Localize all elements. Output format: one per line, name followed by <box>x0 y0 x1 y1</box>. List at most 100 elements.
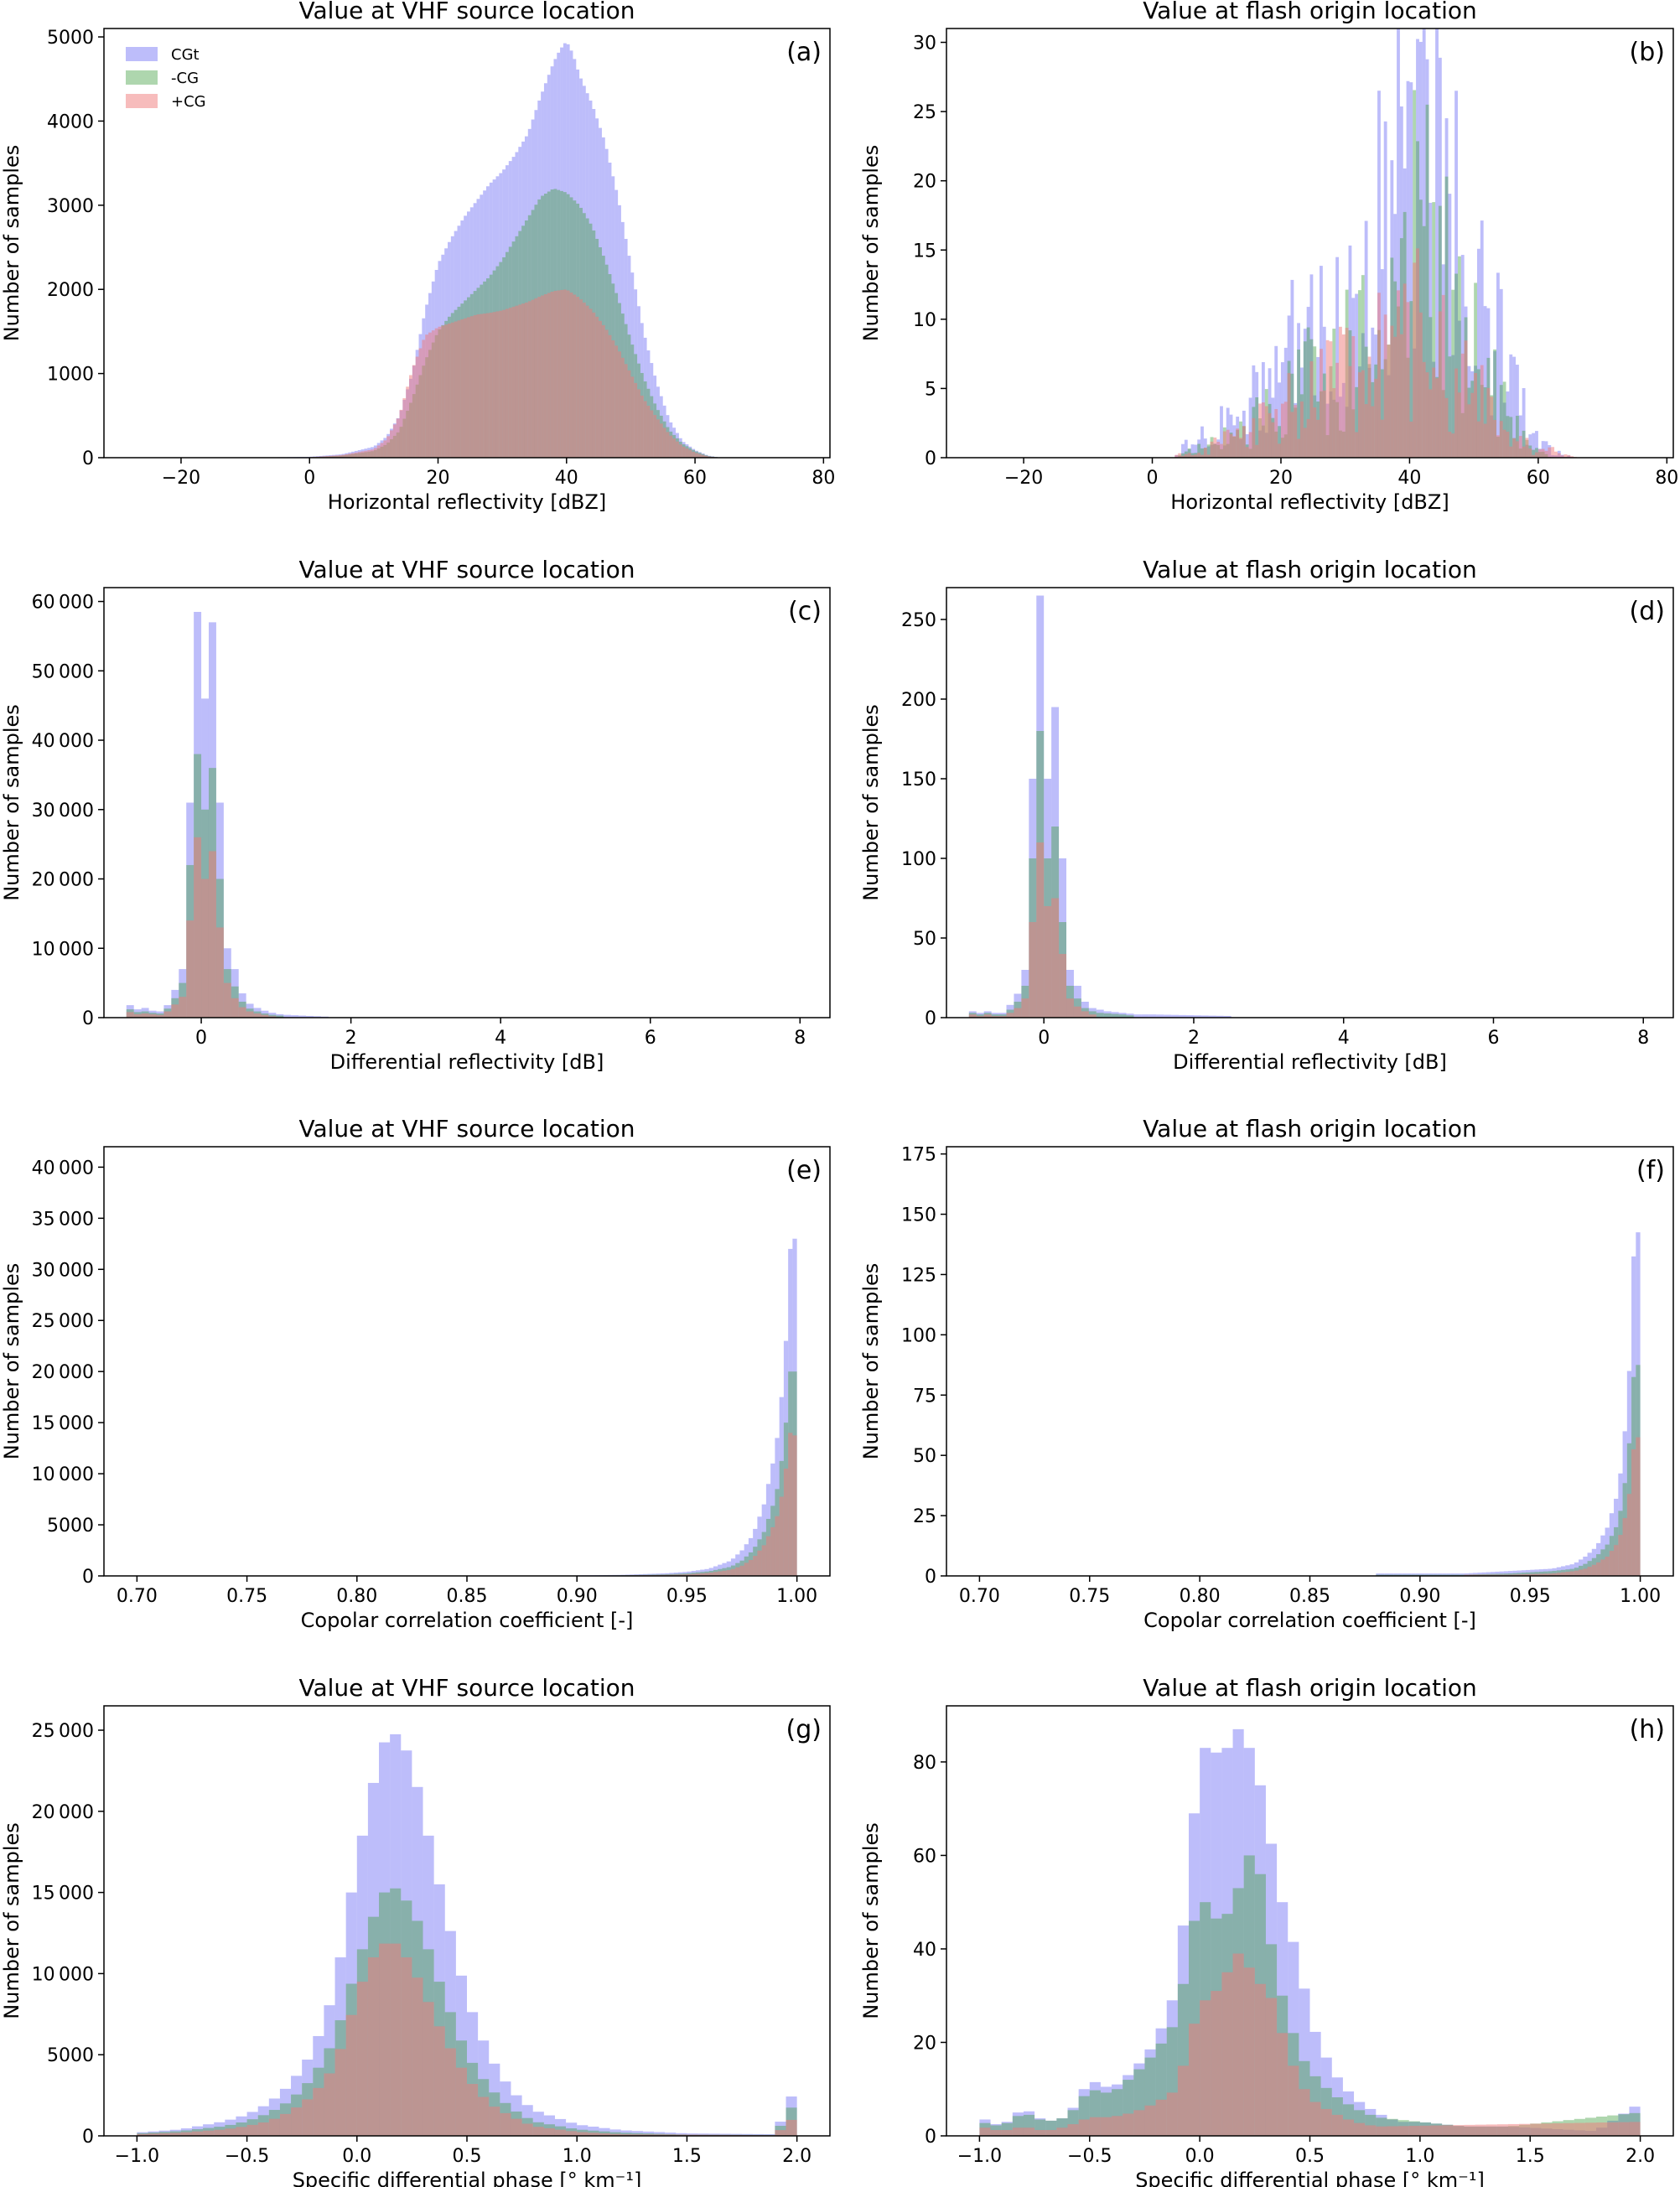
histogram-bar <box>682 446 686 458</box>
histogram-bar <box>697 453 702 458</box>
histogram-bar <box>324 2073 335 2136</box>
x-axis-label: Horizontal reflectivity [dBZ] <box>328 490 606 514</box>
histogram-bar <box>334 2049 346 2136</box>
y-tick-label: 0 <box>925 1567 936 1588</box>
histogram-bar <box>614 345 619 458</box>
histogram-bar <box>604 329 609 458</box>
histogram-bar <box>1197 453 1201 458</box>
histogram-bar <box>1534 1569 1539 1576</box>
histogram-bar <box>1525 1573 1531 1576</box>
histogram-bar <box>1376 1573 1381 1576</box>
histogram-bar <box>1181 443 1185 458</box>
histogram-bar <box>579 78 583 459</box>
histogram-bar <box>1258 403 1262 458</box>
histogram-bar <box>618 205 621 458</box>
histogram-bar <box>1390 160 1394 458</box>
x-tick-label: 60 <box>683 468 707 489</box>
y-tick-label: 20 <box>913 172 936 193</box>
histogram-bar <box>1442 1573 1447 1576</box>
y-tick-label: 1000 <box>47 365 94 386</box>
histogram-bar <box>676 441 679 458</box>
histogram-bar <box>1476 421 1480 458</box>
histogram-bar <box>1470 392 1475 458</box>
histogram-bar <box>253 1013 262 1018</box>
histogram-bar <box>550 66 554 459</box>
histogram-bar <box>1283 402 1288 458</box>
histogram-bar <box>1499 288 1503 458</box>
histogram-bar <box>704 1568 709 1576</box>
histogram-bar <box>624 364 628 458</box>
histogram-bar <box>634 1574 639 1576</box>
histogram-bar <box>618 351 621 458</box>
histogram-bar <box>348 453 352 458</box>
histogram-bar <box>708 1568 713 1576</box>
histogram-bar <box>246 2124 258 2136</box>
x-tick-label: 80 <box>1655 468 1678 489</box>
histogram-bar <box>566 44 570 458</box>
histogram-bar <box>460 319 464 458</box>
histogram-bar <box>208 851 216 1018</box>
histogram-bar <box>1522 430 1526 458</box>
histogram-bar <box>1448 432 1452 458</box>
histogram-bar <box>1408 2126 1420 2136</box>
y-tick-label: 30 000 <box>32 801 94 821</box>
histogram-bar <box>1123 2113 1134 2136</box>
legend-label: +CG <box>171 93 206 111</box>
axes-frame <box>946 587 1674 1018</box>
legend: CGt -CG +CG <box>126 46 206 111</box>
x-tick-label: 0.0 <box>1185 2146 1215 2167</box>
histogram-bar <box>1364 404 1368 458</box>
histogram-bar <box>1519 2123 1531 2136</box>
histogram-bar <box>1532 449 1536 458</box>
histogram-bar <box>557 290 561 458</box>
histogram-bar <box>647 1573 652 1576</box>
histogram-bar <box>609 2133 621 2136</box>
histogram-bar <box>1483 306 1487 458</box>
histogram-bar <box>631 2131 643 2136</box>
histogram-bar <box>380 443 384 458</box>
histogram-bar <box>991 1016 999 1018</box>
y-tick-label: 75 <box>913 1386 936 1407</box>
x-tick-label: 0.75 <box>226 1586 267 1607</box>
histogram-bar <box>1509 446 1513 458</box>
histogram-bar <box>569 50 573 458</box>
histogram-bar <box>1126 1015 1134 1018</box>
histogram-bar <box>1441 294 1445 458</box>
histogram-bar <box>713 1566 718 1576</box>
histogram-bar <box>1313 346 1317 458</box>
x-tick-label: 0.90 <box>557 1586 598 1607</box>
histogram-bar <box>1051 707 1060 1018</box>
histogram-bar <box>1472 1573 1478 1576</box>
y-tick-label: 60 000 <box>32 593 94 614</box>
histogram-bar <box>998 1013 1007 1018</box>
histogram-bar <box>208 622 216 1018</box>
y-tick-label: 10 <box>913 310 936 331</box>
histogram-bar <box>1584 2122 1597 2136</box>
histogram-bar <box>1178 453 1182 458</box>
y-tick-label: 0 <box>925 1008 936 1029</box>
histogram-bar <box>186 920 194 1018</box>
x-tick-label: 60 <box>1527 468 1550 489</box>
histogram-bar <box>682 1572 687 1576</box>
x-tick-label: −0.5 <box>225 2146 269 2167</box>
histogram-bar <box>1476 248 1480 458</box>
histogram-bar <box>1444 118 1449 458</box>
y-tick-label: 125 <box>901 1265 936 1286</box>
histogram-bar <box>356 1982 368 2136</box>
histogram-bar <box>469 316 474 458</box>
histogram-bar <box>611 176 615 458</box>
histogram-bar <box>1066 998 1074 1018</box>
histogram-bar <box>1358 372 1361 458</box>
histogram-bar <box>360 451 365 458</box>
histogram-bar <box>739 1565 744 1576</box>
histogram-bar <box>599 2127 610 2136</box>
x-tick-label: 0 <box>195 1028 207 1049</box>
histogram-bar <box>1496 2124 1508 2136</box>
y-tick-label: 200 <box>901 690 936 711</box>
chart-title: Value at VHF source location <box>298 1674 635 1702</box>
histogram-bar <box>601 324 605 458</box>
histogram-bar <box>1496 272 1500 458</box>
histogram-bar <box>1530 1573 1535 1576</box>
histogram-bar <box>1339 326 1342 458</box>
